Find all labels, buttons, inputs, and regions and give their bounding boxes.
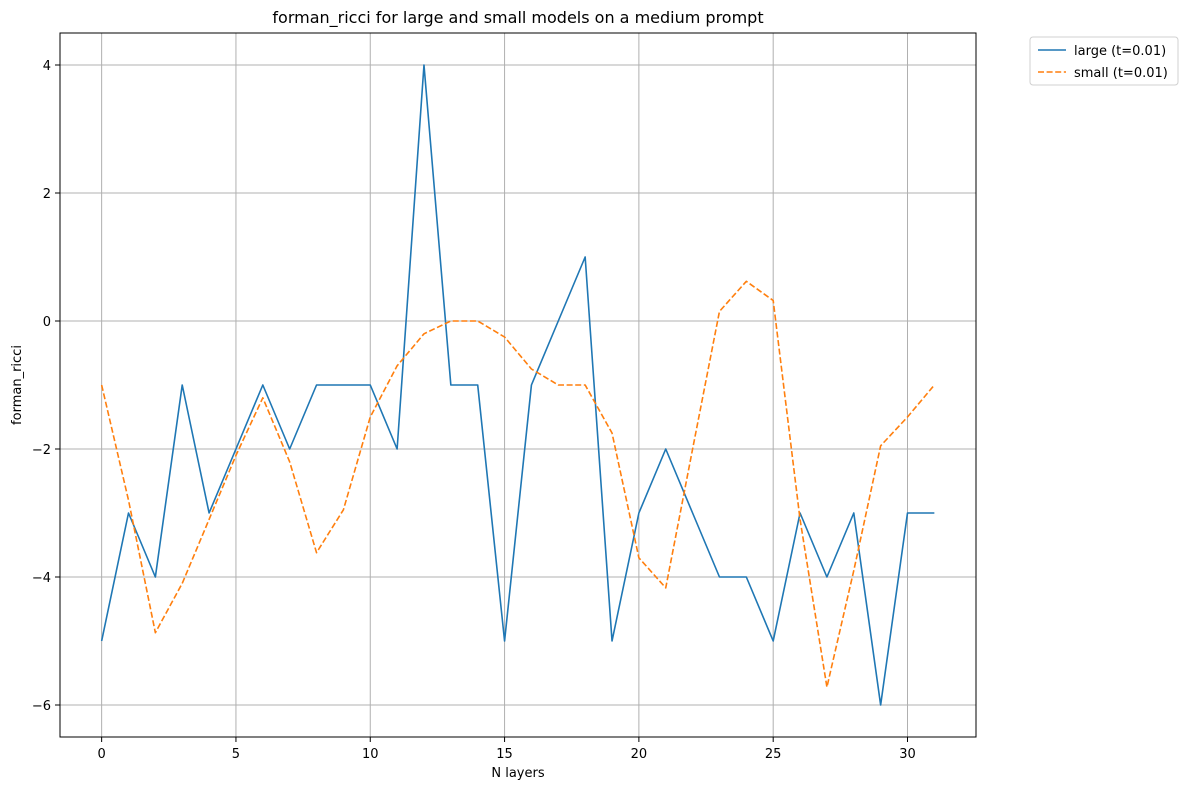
y-axis-title: forman_ricci — [10, 345, 25, 425]
y-tick-label: 0 — [43, 315, 51, 330]
legend: large (t=0.01) small (t=0.01) — [1029, 36, 1179, 86]
chart-title: forman_ricci for large and small models … — [272, 8, 763, 28]
x-tick-label: 20 — [631, 747, 648, 762]
x-tick-label: 15 — [496, 747, 513, 762]
y-tick-label: 4 — [43, 59, 51, 74]
legend-box — [1029, 36, 1179, 86]
y-tick-label: −6 — [32, 699, 51, 714]
x-axis-title: N layers — [491, 766, 544, 781]
x-tick-label: 5 — [232, 747, 240, 762]
x-tick-label: 30 — [899, 747, 916, 762]
y-tick-label: −2 — [32, 443, 51, 458]
series-layer — [100, 64, 935, 706]
legend-label: large (t=0.01) — [1074, 44, 1166, 59]
ticks: 0 5 10 15 20 25 30 −6 −4 −2 0 2 4 — [32, 59, 916, 762]
x-tick-label: 25 — [765, 747, 782, 762]
y-tick-label: 2 — [43, 187, 51, 202]
series-line-small — [100, 280, 935, 688]
legend-label: small (t=0.01) — [1074, 66, 1168, 81]
series-line-large — [100, 64, 935, 706]
plot-frame — [59, 32, 977, 738]
x-tick-label: 10 — [362, 747, 379, 762]
x-tick-label: 0 — [97, 747, 105, 762]
y-tick-label: −4 — [32, 571, 51, 586]
